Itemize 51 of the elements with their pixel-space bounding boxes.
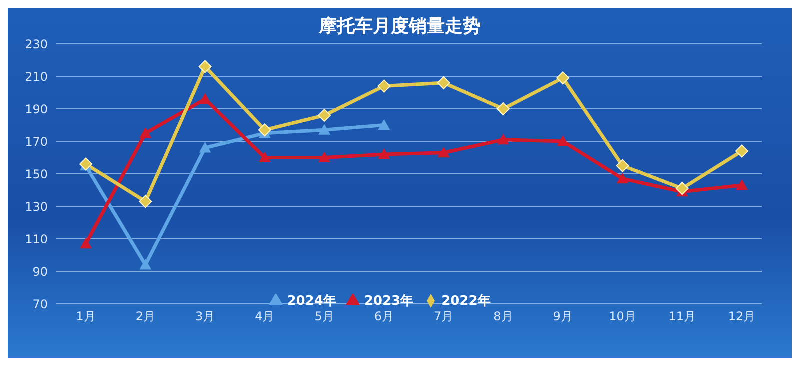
point [140, 127, 152, 138]
point [140, 259, 152, 270]
point [497, 134, 510, 145]
point [378, 148, 390, 160]
x-tick-label: 12月 [728, 310, 756, 324]
y-tick-label: 130 [25, 200, 48, 214]
x-tick-label: 10月 [609, 310, 636, 324]
x-tick-label: 2月 [136, 310, 156, 324]
point [736, 144, 748, 158]
y-tick-label: 170 [25, 134, 48, 149]
point [258, 124, 272, 137]
point [736, 179, 748, 190]
point [198, 60, 212, 74]
point [318, 152, 331, 163]
point [437, 76, 450, 90]
x-tick-label: 1月 [76, 310, 96, 324]
point [199, 142, 212, 153]
point [80, 238, 92, 249]
y-tick-label: 90 [32, 264, 48, 279]
y-tick-label: 150 [25, 167, 48, 182]
x-tick-label: 8月 [494, 310, 514, 324]
point [199, 93, 212, 104]
point [676, 182, 689, 196]
y-tick-label: 230 [25, 37, 48, 52]
point [616, 159, 630, 172]
point [438, 146, 450, 158]
x-tick-label: 5月 [314, 310, 334, 324]
x-tick-label: 11月 [668, 310, 696, 324]
x-tick-label: 7月 [434, 310, 454, 324]
point [556, 72, 570, 85]
legend-label: 2022年 [442, 294, 491, 309]
point [496, 102, 510, 116]
x-tick-label: 6月 [374, 310, 394, 324]
point [318, 109, 332, 122]
point [378, 80, 391, 93]
legend-label: 2024年 [287, 294, 336, 309]
point [139, 195, 152, 208]
y-tick-label: 210 [25, 70, 48, 84]
point [318, 124, 331, 135]
x-tick-label: 9月 [553, 310, 573, 324]
x-tick-label: 3月 [195, 310, 216, 324]
point [616, 172, 629, 184]
y-tick-label: 190 [25, 102, 48, 116]
y-tick-label: 110 [25, 232, 48, 246]
chart-title: 摩托车月度销量走势 [318, 15, 482, 38]
point [378, 119, 390, 130]
point [258, 152, 271, 163]
point [557, 136, 570, 146]
legend-label: 2023年 [364, 294, 414, 309]
x-tick-label: 4月 [255, 310, 275, 324]
y-tick-label: 70 [32, 297, 48, 312]
